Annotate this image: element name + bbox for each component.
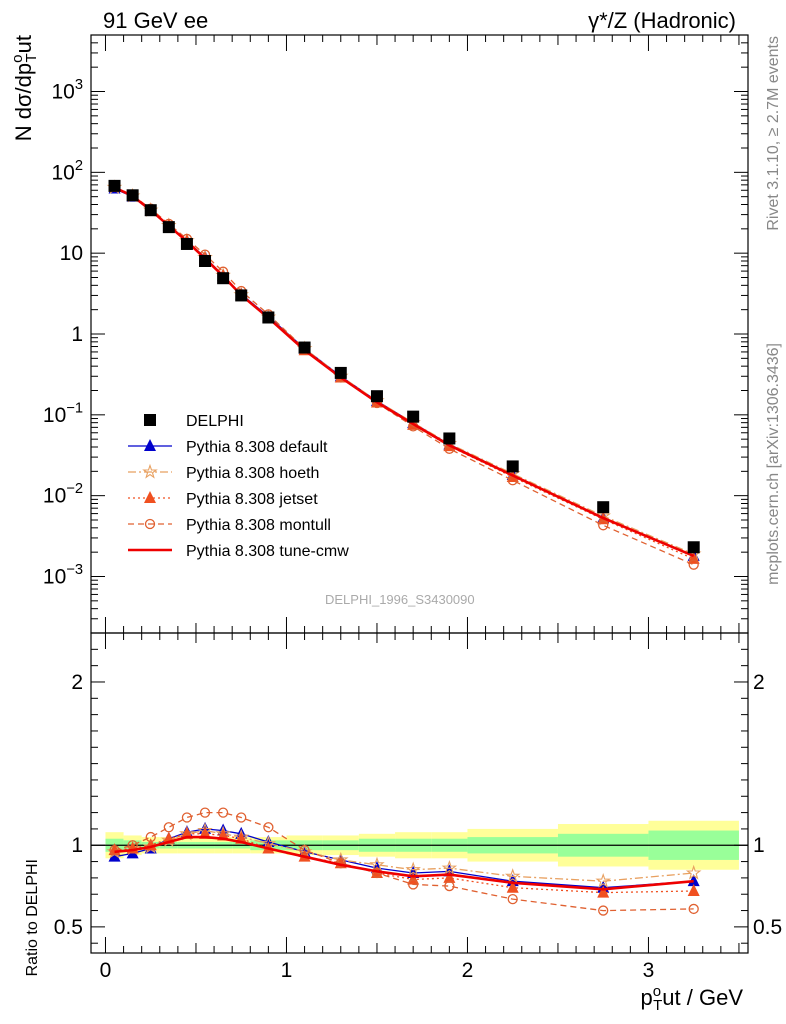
ratio-point-montull: [217, 807, 229, 818]
ratio-y-tick-label-right: 1: [753, 834, 765, 857]
main-point-data: [407, 410, 420, 423]
main-point-data: [217, 272, 230, 285]
ratio-y-axis-title: Ratio to DELPHI: [24, 859, 41, 976]
main-point-data: [162, 221, 175, 234]
ratio-point-montull: [408, 879, 419, 890]
ratio-point-montull: [145, 831, 156, 843]
main-point-data: [262, 311, 275, 324]
watermark-label: DELPHI_1996_S3430090: [325, 592, 475, 607]
ratio-point-default: [687, 874, 700, 887]
ratio-point-hoeth: [405, 861, 421, 877]
main-point-montull: [688, 559, 699, 570]
main-point-data: [126, 189, 139, 202]
legend-marker-hoeth: [142, 463, 158, 479]
mcplots-label: mcplots.cern.ch [arXiv:1306.3436]: [765, 343, 782, 585]
main-point-data: [443, 432, 456, 445]
main-point-data: [199, 255, 212, 268]
main-y-tick-label: 1: [71, 323, 83, 346]
ratio-point-montull: [199, 807, 211, 818]
ratio-point-montull: [444, 880, 455, 892]
main-point-data: [506, 460, 519, 473]
x-tick-label: 1: [281, 959, 293, 982]
ratio-point-montull: [181, 812, 193, 823]
main-y-tick-label: 10: [60, 242, 83, 265]
ratio-point-hoeth: [504, 868, 521, 883]
x-tick-label: 3: [643, 959, 655, 982]
legend-marker-data: [144, 414, 156, 426]
legend-marker-default: [144, 439, 156, 451]
ratio-point-montull: [507, 893, 518, 905]
legend-label-montull: Pythia 8.308 montull: [186, 517, 331, 534]
main-y-tick-label: 102: [51, 158, 83, 184]
ratio-point-montull: [598, 905, 609, 916]
x-axis-title: po Tut / GeV: [641, 983, 744, 1014]
x-tick-label: 2: [462, 959, 474, 982]
ratio-point-default: [108, 849, 121, 862]
ratio-y-tick-label: 2: [71, 671, 83, 694]
main-point-data: [687, 541, 700, 554]
rivet-label: Rivet 3.1.10, ≥ 2.7M events: [765, 36, 782, 231]
ratio-y-tick-label-right: 0.5: [753, 916, 782, 939]
ratio-line-cmw: [114, 835, 694, 891]
ratio-point-jetset: [443, 870, 456, 883]
header-left-label: 91 GeV ee: [103, 8, 209, 33]
ratio-y-tick-label-right: 2: [753, 671, 765, 694]
ratio-point-montull: [299, 844, 310, 856]
ratio-point-jetset: [597, 885, 610, 898]
x-tick-label: 0: [100, 959, 112, 982]
main-y-tick-label: 10−1: [43, 400, 83, 426]
legend-marker-jetset: [144, 491, 156, 503]
ratio-frame: [90, 632, 749, 954]
ratio-point-hoeth: [685, 864, 702, 880]
ratio-point-jetset: [687, 883, 700, 896]
ratio-point-montull: [163, 822, 174, 833]
main-point-data: [144, 204, 157, 217]
main-y-tick-label: 10−3: [43, 562, 83, 588]
main-point-data: [298, 341, 311, 354]
main-y-tick-label: 103: [51, 77, 83, 103]
legend-label-data: DELPHI: [186, 413, 244, 430]
ratio-y-tick-label: 0.5: [54, 916, 83, 939]
ratio-point-hoeth: [441, 859, 458, 875]
legend-marker-montull: [144, 518, 156, 530]
ratio-point-jetset: [506, 880, 519, 893]
ratio-point-montull: [236, 812, 247, 823]
legend-label-hoeth: Pythia 8.308 hoeth: [186, 465, 319, 482]
ratio-point-montull: [263, 822, 274, 833]
ratio-point-montull: [688, 903, 699, 915]
main-point-data: [235, 289, 248, 302]
main-point-montull: [598, 520, 609, 531]
header-right-label: γ*/Z (Hadronic): [588, 8, 736, 33]
legend-label-cmw: Pythia 8.308 tune-cmw: [186, 543, 349, 560]
main-point-data: [597, 501, 610, 514]
legend-label-jetset: Pythia 8.308 jetset: [186, 491, 318, 508]
legend-label-default: Pythia 8.308 default: [186, 439, 328, 456]
main-point-data: [334, 366, 347, 379]
main-point-data: [370, 390, 383, 403]
ratio-y-tick-label: 1: [71, 834, 83, 857]
ratio-line-montull: [114, 811, 694, 912]
ratio-point-hoeth: [595, 872, 611, 888]
main-point-data: [108, 179, 121, 192]
main-point-data: [180, 237, 193, 250]
main-y-tick-label: 10−2: [43, 481, 83, 507]
main-y-axis-title: N dσ/dpoTut: [9, 35, 40, 141]
